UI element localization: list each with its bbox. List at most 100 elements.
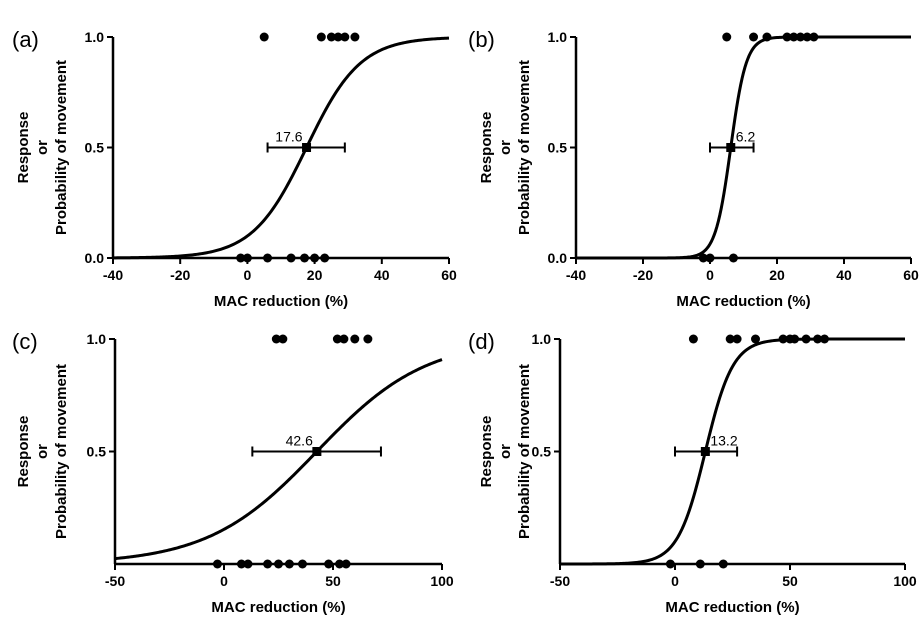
nonresponder-point bbox=[236, 559, 246, 569]
nonresponder-point bbox=[263, 253, 273, 263]
nonresponder-point bbox=[284, 559, 294, 569]
ec50-marker bbox=[302, 143, 312, 152]
x-tick-label: 0 bbox=[706, 267, 714, 283]
responder-point bbox=[801, 334, 811, 344]
ec50-value-label: 13.2 bbox=[710, 433, 737, 449]
x-tick-label: -50 bbox=[550, 573, 570, 589]
ec50-value-label: 17.6 bbox=[275, 129, 302, 145]
responder-point bbox=[809, 32, 819, 42]
x-tick-label: 100 bbox=[893, 573, 917, 589]
nonresponder-point bbox=[236, 253, 246, 263]
chart-panel-c: (c) -50 0 50 100 0.5 1.0 MAC reduction (%) Respo… bbox=[12, 329, 454, 616]
y-axis-label-line: Response bbox=[15, 112, 32, 184]
responder-point bbox=[732, 334, 742, 344]
x-tick-label: 0 bbox=[220, 573, 228, 589]
responder-point bbox=[782, 32, 792, 42]
nonresponder-point bbox=[698, 253, 708, 263]
y-tick-label: 1.0 bbox=[548, 29, 568, 45]
y-axis-label-line: Response bbox=[15, 416, 32, 488]
responder-point bbox=[722, 32, 732, 42]
nonresponder-point bbox=[297, 559, 307, 569]
nonresponder-point bbox=[274, 559, 283, 569]
nonresponder-point bbox=[310, 253, 320, 263]
x-tick-label: 50 bbox=[325, 573, 341, 589]
y-tick-label: 0.5 bbox=[85, 140, 105, 156]
nonresponder-point bbox=[695, 559, 705, 569]
y-axis-label-line: Response bbox=[478, 416, 495, 488]
nonresponder-point bbox=[320, 253, 330, 263]
responder-point bbox=[762, 32, 772, 42]
x-axis-label: MAC reduction (%) bbox=[676, 293, 810, 310]
responder-point bbox=[778, 334, 788, 344]
ec50-marker bbox=[312, 447, 322, 456]
x-tick-label: 100 bbox=[430, 573, 454, 589]
responder-point bbox=[326, 32, 336, 42]
x-tick-label: 0 bbox=[244, 267, 252, 283]
nonresponder-point bbox=[341, 559, 351, 569]
nonresponder-point bbox=[718, 559, 728, 569]
responder-point bbox=[688, 334, 698, 344]
x-tick-label: 20 bbox=[769, 267, 785, 283]
responder-point bbox=[795, 32, 805, 42]
responder-point bbox=[749, 32, 759, 42]
chart-panel-b: (b) -40 -20 0 20 40 60 0.0 0.5 1.0 MAC reduction (… bbox=[468, 27, 919, 310]
y-axis-label-line: or bbox=[497, 140, 514, 155]
fit-curve bbox=[560, 337, 905, 566]
x-tick-label: 0 bbox=[671, 573, 679, 589]
y-tick-label: 0.5 bbox=[532, 444, 552, 460]
x-tick-label: 40 bbox=[836, 267, 852, 283]
chart-panel-d: (d) -50 0 50 100 0.5 1.0 MAC reduction (%) Respo… bbox=[468, 329, 917, 616]
responder-point bbox=[278, 334, 288, 344]
ec50-value-label: 6.2 bbox=[736, 129, 756, 145]
responder-point bbox=[813, 334, 823, 344]
x-tick-label: 20 bbox=[307, 267, 323, 283]
x-tick-label: -20 bbox=[633, 267, 653, 283]
responder-point bbox=[271, 334, 281, 344]
fit-curve bbox=[576, 35, 911, 260]
responder-point bbox=[340, 32, 350, 42]
nonresponder-point bbox=[324, 559, 334, 569]
nonresponder-point bbox=[286, 253, 296, 263]
ec50-marker bbox=[726, 143, 736, 152]
responder-point bbox=[332, 334, 342, 344]
y-tick-label: 1.0 bbox=[85, 29, 105, 45]
panel-label: (a) bbox=[12, 27, 39, 52]
fit-curve bbox=[112, 36, 450, 260]
responder-point bbox=[725, 334, 735, 344]
panel-label: (d) bbox=[468, 329, 495, 354]
responder-point bbox=[751, 334, 760, 344]
y-tick-label: 0.0 bbox=[548, 250, 568, 266]
ec50-value-label: 42.6 bbox=[286, 433, 313, 449]
x-tick-label: 60 bbox=[903, 267, 919, 283]
nonresponder-point bbox=[728, 253, 738, 263]
nonresponder-point bbox=[243, 559, 253, 569]
y-tick-label: 0.5 bbox=[548, 140, 568, 156]
panel-label: (b) bbox=[468, 27, 495, 52]
nonresponder-point bbox=[665, 559, 675, 569]
y-tick-label: 0.5 bbox=[87, 444, 107, 460]
x-tick-label: 40 bbox=[374, 267, 390, 283]
ec50-marker bbox=[700, 447, 710, 456]
y-tick-label: 1.0 bbox=[532, 331, 552, 347]
responder-point bbox=[259, 32, 269, 42]
x-axis-label: MAC reduction (%) bbox=[665, 599, 799, 616]
x-tick-label: -50 bbox=[105, 573, 125, 589]
responder-point bbox=[363, 334, 373, 344]
nonresponder-point bbox=[300, 253, 310, 263]
responder-point bbox=[350, 32, 360, 42]
x-tick-label: 50 bbox=[782, 573, 798, 589]
x-tick-label: 60 bbox=[441, 267, 457, 283]
x-tick-label: -20 bbox=[170, 267, 190, 283]
responder-point bbox=[802, 32, 812, 42]
responder-point bbox=[339, 334, 349, 344]
y-axis-label-line: or bbox=[34, 444, 51, 459]
y-axis-label-line: Probability of movement bbox=[53, 364, 70, 539]
x-axis-label: MAC reduction (%) bbox=[211, 599, 345, 616]
y-axis-label-line: or bbox=[34, 140, 51, 155]
nonresponder-point bbox=[705, 253, 715, 263]
nonresponder-point bbox=[212, 559, 222, 569]
y-axis-label-line: Probability of movement bbox=[516, 364, 533, 539]
nonresponder-point bbox=[242, 253, 252, 263]
panel-label: (c) bbox=[12, 329, 38, 354]
x-tick-label: -40 bbox=[566, 267, 586, 283]
